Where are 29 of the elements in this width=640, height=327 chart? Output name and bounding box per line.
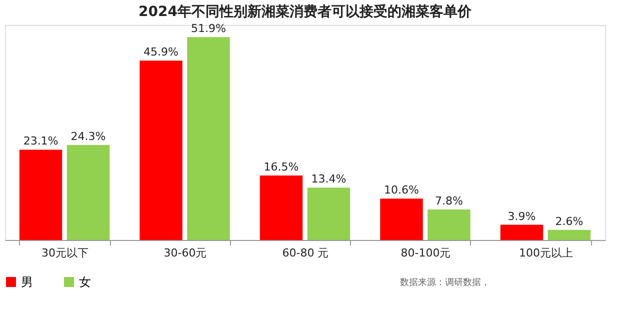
data-label: 10.6% bbox=[384, 184, 419, 197]
x-tick-label: 30元以下 bbox=[42, 246, 89, 260]
bar bbox=[548, 230, 591, 240]
x-tick-label: 100元以上 bbox=[518, 246, 573, 260]
bar bbox=[187, 37, 230, 240]
data-label: 24.3% bbox=[70, 130, 106, 144]
x-tick-label: 30-60元 bbox=[164, 246, 207, 260]
bar bbox=[428, 210, 470, 240]
data-label: 16.5% bbox=[264, 160, 299, 174]
legend-label: 女 bbox=[79, 275, 91, 289]
data-label: 13.4% bbox=[311, 172, 346, 186]
bar bbox=[19, 150, 62, 240]
data-label: 23.1% bbox=[23, 134, 58, 148]
data-label: 7.8% bbox=[434, 194, 463, 208]
bar bbox=[140, 60, 182, 240]
data-label: 3.9% bbox=[508, 210, 536, 223]
data-label: 51.9% bbox=[191, 22, 226, 36]
x-tick-label: 80-100元 bbox=[400, 246, 451, 260]
bar bbox=[260, 176, 303, 240]
source-note: 数据来源：调研数据， bbox=[400, 277, 490, 288]
data-label: 45.9% bbox=[144, 46, 179, 59]
x-tick-label: 60-80 元 bbox=[282, 246, 329, 260]
data-label: 2.6% bbox=[555, 214, 584, 228]
bar bbox=[500, 224, 544, 240]
bar bbox=[380, 198, 423, 240]
legend-label: 男 bbox=[21, 275, 33, 289]
bar bbox=[66, 145, 110, 240]
bar bbox=[307, 188, 350, 240]
chart-title: 2024年不同性别新湘菜消费者可以接受的湘菜客单价 bbox=[138, 3, 472, 20]
